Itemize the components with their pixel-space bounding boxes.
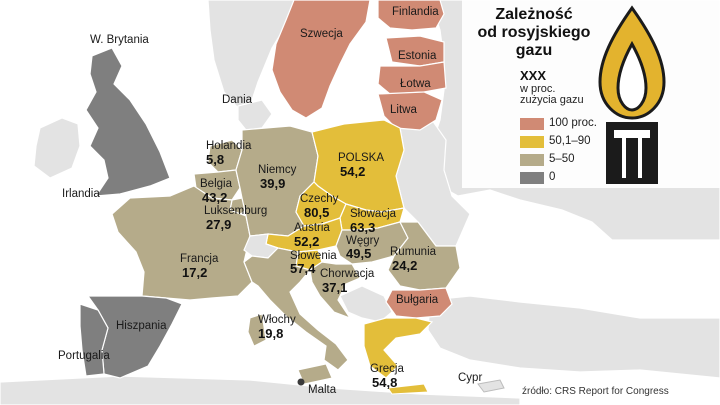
legend-label-5-50: 5–50 (549, 153, 575, 165)
legend-label-0: 0 (549, 171, 556, 183)
legend-swatch-5-50 (520, 154, 544, 166)
country-lithuania[interactable] (377, 91, 443, 131)
island-crete (387, 383, 429, 395)
gas-flame-icon (598, 5, 666, 184)
value-poland: 54,2 (340, 164, 366, 179)
country-gb (85, 47, 171, 197)
value-austria: 52,2 (294, 234, 320, 249)
land-africa (0, 375, 521, 405)
value-slovenia: 57,4 (290, 261, 316, 276)
value-czech: 80,5 (304, 205, 330, 220)
legend-swatch-50-90 (520, 136, 544, 148)
value-france: 17,2 (182, 265, 208, 280)
value-luxembourg: 27,9 (206, 217, 232, 232)
country-croatia[interactable] (309, 261, 361, 320)
label-france: Francja (180, 253, 219, 265)
value-hungary: 49,5 (346, 246, 372, 261)
value-croatia: 37,1 (322, 280, 348, 295)
value-netherlands: 5,8 (206, 152, 225, 167)
value-italy: 19,8 (258, 326, 284, 341)
label-gb: W. Brytania (90, 34, 149, 46)
label-spain: Hiszpania (116, 320, 167, 332)
label-slovenia: Słowenia (290, 250, 337, 262)
label-austria: Austria (294, 222, 330, 234)
country-ireland (33, 117, 81, 179)
label-finland: Finlandia (392, 6, 439, 18)
value-romania: 24,2 (392, 258, 418, 273)
legend-sub-line-1: w proc. (520, 83, 556, 95)
value-germany: 39,9 (260, 176, 286, 191)
country-portugal[interactable] (79, 303, 109, 377)
land-balkans (339, 285, 393, 323)
country-finland[interactable] (377, 0, 445, 31)
label-romania: Rumunia (390, 246, 437, 258)
legend-sub-line-2: zużycia gazu (520, 94, 584, 106)
value-belgium: 43,2 (202, 190, 228, 205)
country-greece[interactable] (363, 317, 434, 379)
malta-dot (297, 378, 305, 386)
legend-subtitle: w proc. zużycia gazu (520, 84, 584, 106)
title-line-3: gazu (515, 42, 553, 59)
label-bulgaria: Bułgaria (396, 294, 439, 306)
label-netherlands: Holandia (206, 140, 252, 152)
country-sweden[interactable] (271, 0, 371, 119)
label-croatia: Chorwacja (320, 268, 375, 280)
legend-swatch-0 (520, 172, 544, 184)
label-slovakia: Słowacja (350, 208, 397, 220)
title-panel (462, 0, 720, 188)
label-germany: Niemcy (258, 164, 297, 176)
label-sweden: Szwecja (300, 28, 343, 40)
country-cyprus (477, 379, 505, 393)
label-belgium: Belgia (200, 178, 232, 190)
legend-label-100: 100 proc. (549, 117, 597, 129)
label-luxembourg: Luksemburg (204, 205, 268, 217)
label-portugal: Portugalia (58, 350, 110, 362)
country-bulgaria[interactable] (385, 287, 453, 319)
land-turkey (427, 295, 720, 379)
label-italy: Włochy (258, 314, 296, 326)
label-poland: POLSKA (338, 152, 385, 164)
label-cyprus: Cypr (458, 372, 483, 384)
label-denmark: Dania (222, 94, 253, 106)
legend-label-50-90: 50,1–90 (549, 135, 591, 147)
label-malta: Malta (308, 384, 337, 396)
label-latvia: Łotwa (400, 78, 431, 90)
label-hungary: Węgry (346, 235, 380, 247)
legend-heading: XXX (520, 68, 547, 83)
country-france[interactable] (111, 185, 253, 301)
label-czech: Czechy (300, 193, 339, 205)
label-ireland: Irlandia (62, 188, 100, 200)
label-greece: Grecja (370, 363, 404, 375)
legend-swatch-100 (520, 118, 544, 130)
title-line-1: Zależność (495, 6, 573, 23)
source-note: źródło: CRS Report for Congress (522, 386, 669, 397)
value-slovakia: 63,3 (350, 220, 376, 235)
island-sardinia (247, 313, 267, 347)
label-estonia: Estonia (398, 50, 437, 62)
title-line-2: od rosyjskiego (477, 24, 591, 41)
country-italy[interactable] (243, 247, 349, 371)
value-greece: 54,8 (372, 375, 398, 390)
label-lithuania: Litwa (390, 104, 417, 116)
country-latvia[interactable] (377, 61, 447, 95)
chart-title: Zależność od rosyjskiego gazu (470, 6, 598, 60)
